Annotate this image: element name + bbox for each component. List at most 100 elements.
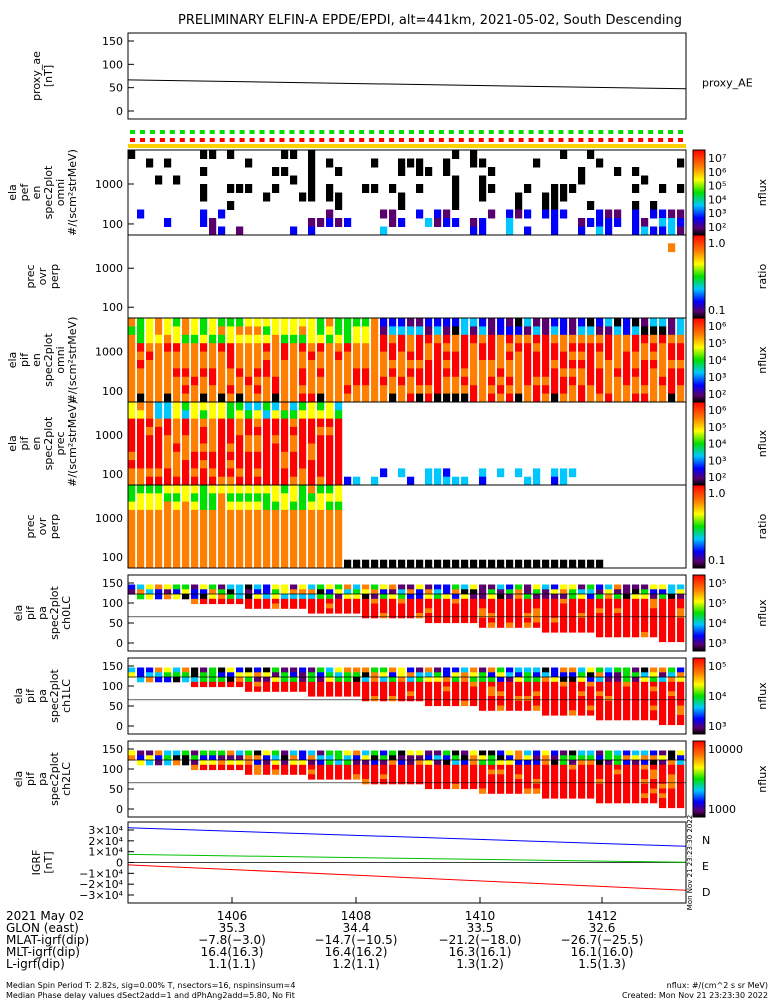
heatmap-cell xyxy=(245,551,253,561)
heatmap-cell xyxy=(578,559,586,569)
heatmap-cell xyxy=(497,376,505,386)
heatmap-cell xyxy=(344,351,352,361)
colorbar-gradient xyxy=(692,574,706,652)
heatmap-cell xyxy=(416,696,424,702)
heatmap-cell xyxy=(344,672,352,678)
heatmap-cell xyxy=(497,779,505,785)
heatmap-cell xyxy=(533,584,541,590)
heatmap-cell xyxy=(425,667,433,673)
heatmap-cell xyxy=(182,760,190,766)
heatmap-cell xyxy=(137,755,145,761)
heatmap-cell xyxy=(614,608,622,614)
heatmap-cell xyxy=(605,750,613,756)
heatmap-cell xyxy=(551,608,559,614)
heatmap-cell xyxy=(425,343,433,353)
heatmap-cell xyxy=(470,584,478,590)
heatmap-cell xyxy=(281,509,289,519)
heatmap-cell xyxy=(272,584,280,590)
heatmap-cell xyxy=(254,418,262,428)
heatmap-cell xyxy=(218,418,226,428)
heatmap-cell xyxy=(443,617,451,624)
ytick-label: 1000 xyxy=(95,346,123,359)
flag-mark xyxy=(409,130,414,134)
heatmap-cell xyxy=(164,326,172,336)
xaxis-row-label: MLAT-igrf(dip) xyxy=(6,933,89,947)
heatmap-cell xyxy=(578,617,586,624)
flag-mark xyxy=(608,130,614,134)
heatmap-cell xyxy=(506,218,514,227)
heatmap-cell xyxy=(164,343,172,353)
heatmap-cell xyxy=(362,608,370,614)
heatmap-cell xyxy=(425,608,433,614)
heatmap-cell xyxy=(272,598,280,605)
heatmap-cell xyxy=(326,351,334,361)
heatmap-cell xyxy=(515,622,523,628)
heatmap-cell xyxy=(209,451,217,461)
flag-mark xyxy=(369,130,375,134)
heatmap-cell xyxy=(416,584,424,590)
heatmap-cell xyxy=(407,696,415,702)
heatmap-cell xyxy=(560,334,568,344)
heatmap-cell xyxy=(362,334,370,344)
heatmap-cell xyxy=(452,667,460,673)
heatmap-cell xyxy=(182,393,190,403)
heatmap-cell xyxy=(263,686,271,692)
heatmap-cell xyxy=(596,764,604,771)
heatmap-cell xyxy=(470,686,478,692)
heatmap-cell xyxy=(578,218,586,227)
heatmap-cell xyxy=(335,493,343,503)
heatmap-cell xyxy=(299,672,307,678)
legend-label: proxy_AE xyxy=(702,76,753,89)
heatmap-cell xyxy=(461,672,469,678)
heatmap-cell xyxy=(380,774,388,780)
heatmap-cell xyxy=(614,368,622,378)
heatmap-cell xyxy=(290,334,298,344)
heatmap-cell xyxy=(173,518,181,527)
heatmap-cell xyxy=(389,326,397,336)
heatmap-cell xyxy=(209,360,217,369)
flag-mark xyxy=(638,138,644,142)
heatmap-cell xyxy=(488,334,496,344)
heatmap-cell xyxy=(506,343,514,353)
colorbar-gradient xyxy=(692,317,706,403)
flag-mark xyxy=(309,138,315,142)
heatmap-cell xyxy=(236,760,244,766)
heatmap-cell xyxy=(317,485,325,494)
heatmap-cell xyxy=(146,760,154,766)
heatmap-cell xyxy=(173,485,181,494)
heatmap-cell xyxy=(155,755,163,761)
heatmap-cell xyxy=(326,501,334,511)
heatmap-cell xyxy=(443,351,451,361)
heatmap-cell xyxy=(425,318,433,327)
colorbar-tick-label: 10³ xyxy=(708,371,726,384)
heatmap-cell xyxy=(164,468,172,478)
flag-mark xyxy=(149,138,155,142)
heatmap-cell xyxy=(164,393,172,403)
heatmap-cell xyxy=(227,594,235,600)
ylabel-line: pif xyxy=(18,352,31,367)
heatmap-cell xyxy=(218,681,226,688)
heatmap-cell xyxy=(245,750,253,756)
heatmap-cell xyxy=(587,627,595,633)
heatmap-cell xyxy=(479,468,487,478)
heatmap-cell xyxy=(146,351,154,361)
heatmap-cell xyxy=(173,460,181,469)
heatmap-cell xyxy=(146,672,154,678)
heatmap-cell xyxy=(524,360,532,369)
heatmap-cell xyxy=(308,509,316,519)
heatmap-cell xyxy=(650,201,658,210)
heatmap-cell xyxy=(416,769,424,775)
heatmap-cell xyxy=(470,385,478,395)
heatmap-cell xyxy=(524,613,532,619)
heatmap-cell xyxy=(677,691,685,697)
heatmap-cell xyxy=(308,686,316,692)
heatmap-cell xyxy=(218,385,226,395)
heatmap-cell xyxy=(407,691,415,697)
heatmap-cell xyxy=(209,584,217,590)
heatmap-cell xyxy=(164,594,172,600)
heatmap-cell xyxy=(587,376,595,386)
heatmap-cell xyxy=(416,184,424,193)
heatmap-cell xyxy=(659,360,667,369)
heatmap-cell xyxy=(488,368,496,378)
heatmap-cell xyxy=(227,460,235,469)
